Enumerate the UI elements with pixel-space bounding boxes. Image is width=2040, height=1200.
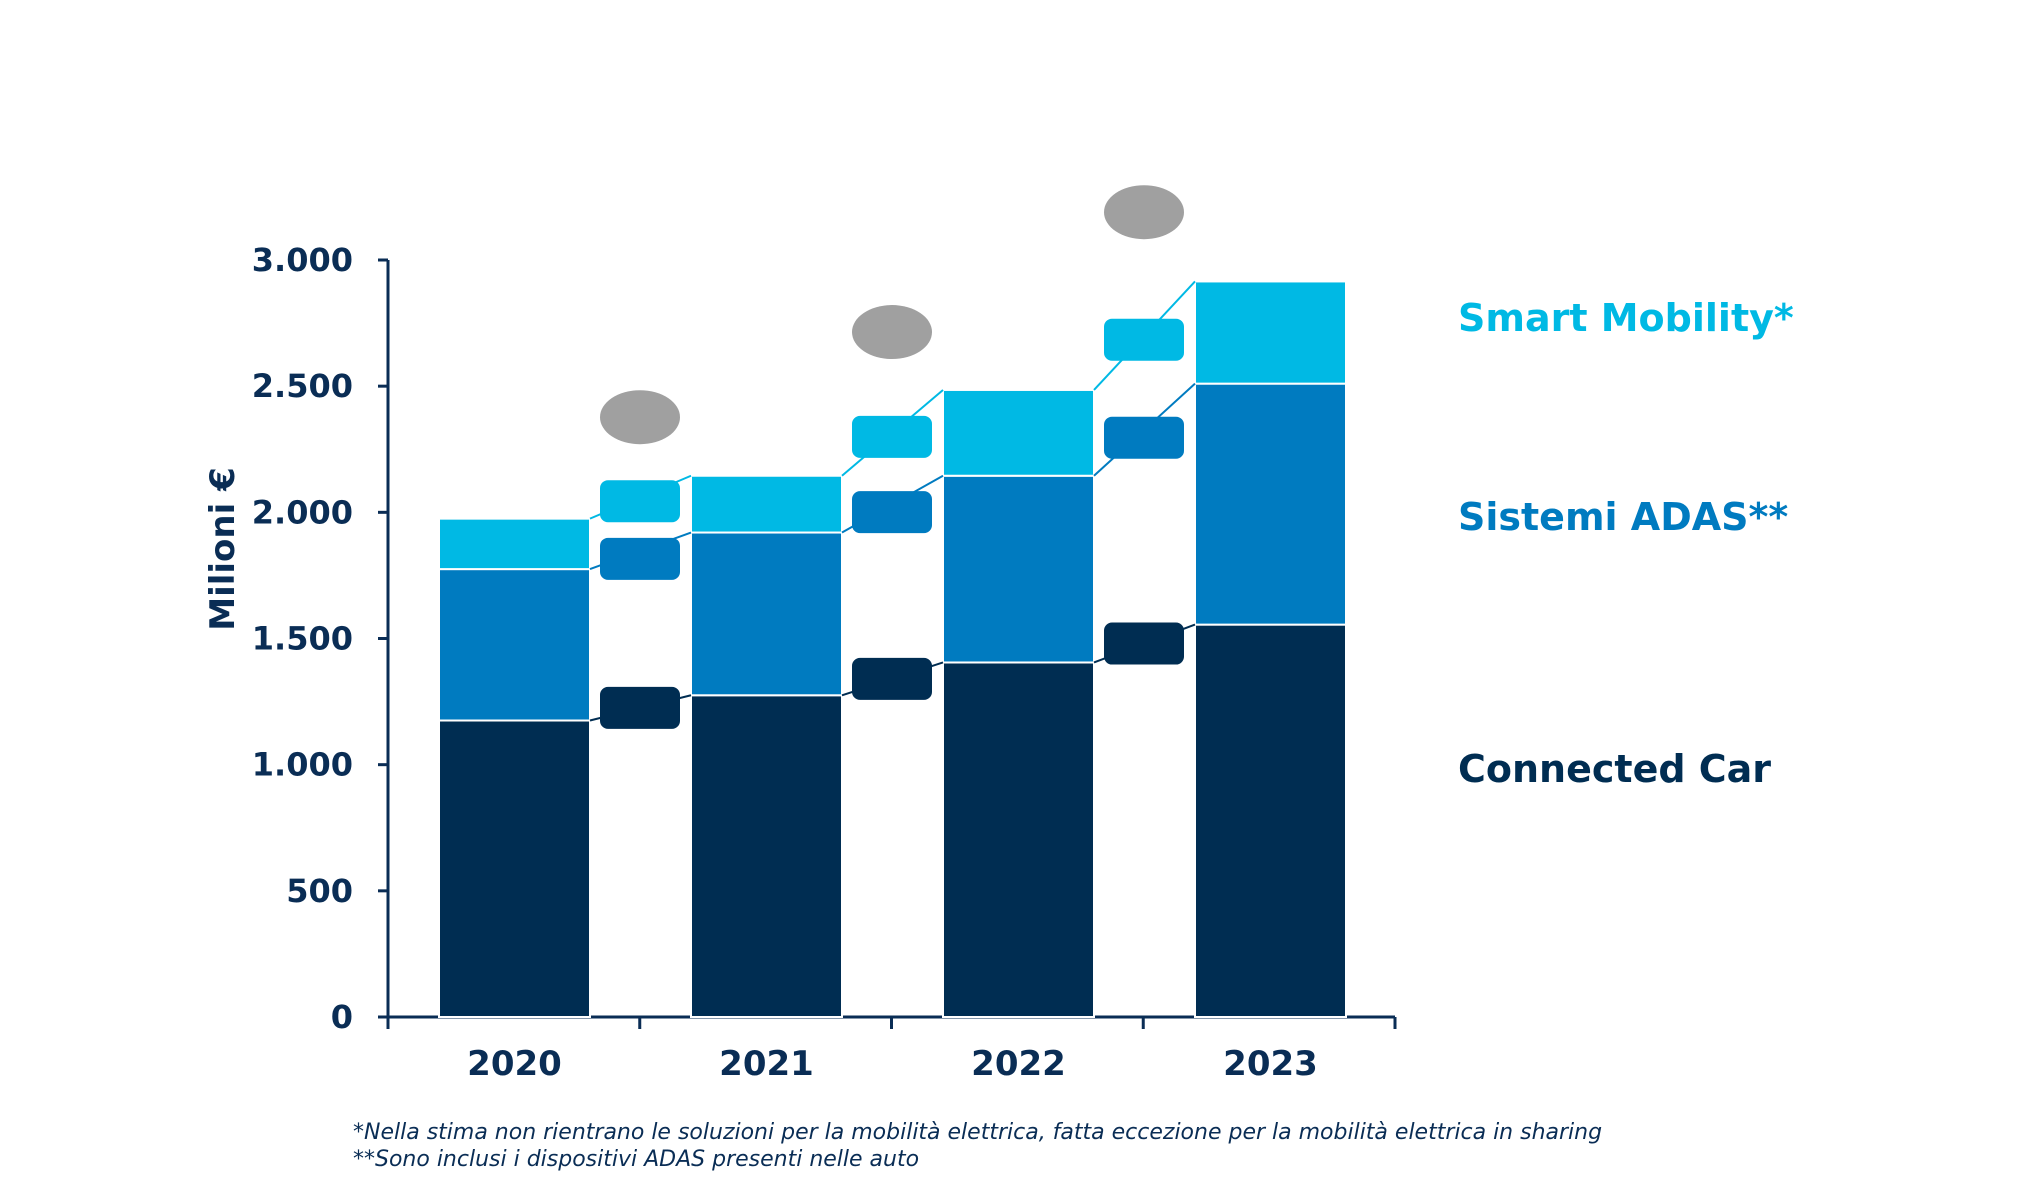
growth-label-box [600, 686, 680, 729]
legend-smart-mobility: Smart Mobility* [1458, 296, 1794, 340]
footnote-2: **Sono inclusi i dispositivi ADAS presen… [353, 1147, 920, 1172]
legend-sistemi-adas: Sistemi ADAS** [1458, 495, 1789, 539]
y-tick-label: 1.000 [252, 746, 353, 784]
growth-label-box [852, 415, 932, 458]
bar-sistemi-adas-2021 [690, 531, 843, 697]
x-tick-label: 2020 [467, 1044, 562, 1084]
y-tick-label: 2.500 [252, 367, 353, 405]
x-tick-label: 2022 [971, 1044, 1066, 1084]
y-tick-label: 500 [286, 872, 353, 910]
x-tick-label: 2023 [1223, 1044, 1318, 1084]
bar-sistemi-adas-2020 [438, 568, 591, 722]
y-tick-label: 0 [331, 998, 353, 1036]
bar-sistemi-adas-2023 [1194, 382, 1347, 626]
bar-smart-mobility-2022 [942, 388, 1095, 477]
growth-label-box [852, 491, 932, 534]
bar-connected-car-2020 [438, 719, 591, 1019]
growth-rate-circle [852, 305, 932, 360]
bar-connected-car-2022 [942, 661, 1095, 1018]
bar-sistemi-adas-2022 [942, 474, 1095, 664]
growth-label-box [600, 480, 680, 523]
growth-label-box [600, 537, 680, 580]
growth-rate-circle [1104, 185, 1184, 240]
bar-smart-mobility-2021 [690, 474, 843, 534]
growth-rate-circle [600, 390, 680, 445]
growth-label-box [852, 657, 932, 700]
bar-smart-mobility-2023 [1194, 280, 1347, 385]
y-axis-label: Milioni € [203, 467, 243, 631]
legend-connected-car: Connected Car [1458, 747, 1772, 791]
y-tick-label: 1.500 [252, 620, 353, 658]
bar-connected-car-2023 [1194, 623, 1347, 1018]
growth-label-box [1104, 318, 1184, 361]
growth-label-box [1104, 622, 1184, 665]
footnote-1: *Nella stima non rientrano le soluzioni … [353, 1120, 1603, 1145]
x-tick-label: 2021 [719, 1044, 814, 1084]
y-tick-label: 3.000 [252, 241, 353, 279]
bar-smart-mobility-2020 [438, 517, 591, 571]
bar-connected-car-2021 [690, 694, 843, 1019]
y-tick-label: 2.000 [252, 493, 353, 531]
growth-label-box [1104, 416, 1184, 459]
